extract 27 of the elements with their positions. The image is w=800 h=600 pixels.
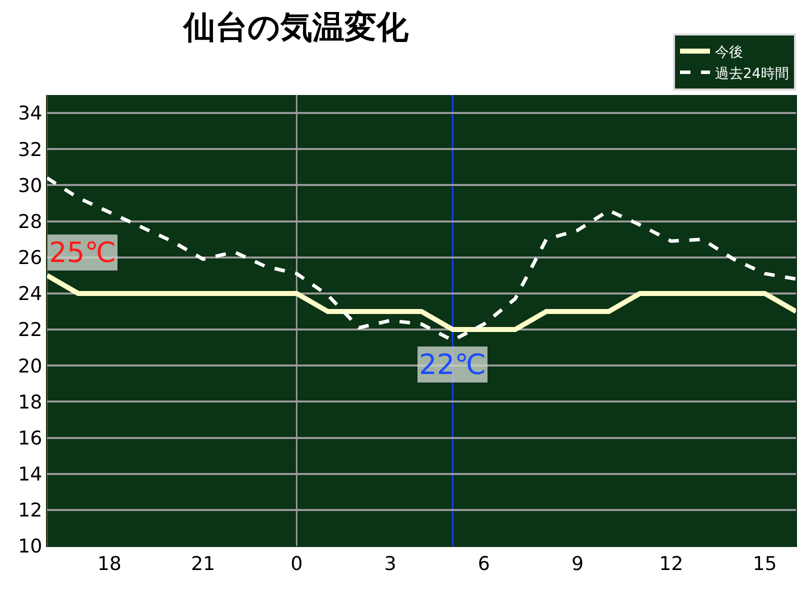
- annotation: 22℃: [419, 348, 486, 381]
- legend-label: 過去24時間: [715, 66, 789, 82]
- y-tick-label: 10: [18, 536, 42, 558]
- y-tick-label: 20: [18, 355, 42, 378]
- x-tick-label: 18: [97, 552, 122, 575]
- x-tick-label: 21: [190, 552, 216, 575]
- line-series: [47, 176, 796, 342]
- x-tick-label: 12: [659, 552, 684, 575]
- x-tick-label: 15: [752, 552, 777, 575]
- annotation: 25℃: [49, 236, 116, 269]
- y-tick-label: 16: [18, 427, 42, 450]
- y-tick-label: 14: [18, 463, 42, 486]
- chart-title: 仙台の気温変化: [182, 8, 410, 46]
- y-tick-label: 30: [18, 174, 42, 197]
- y-tick-label: 26: [18, 247, 42, 270]
- x-tick-label: 9: [571, 552, 584, 575]
- y-tick-label: 28: [18, 210, 42, 233]
- x-tick-label: 6: [478, 552, 490, 575]
- y-tick-label: 12: [18, 500, 42, 522]
- y-tick-label: 22: [18, 319, 42, 342]
- y-tick-label: 32: [18, 138, 42, 161]
- y-tick-label: 34: [18, 102, 42, 125]
- y-tick-label: 24: [18, 283, 42, 306]
- x-tick-label: 3: [384, 552, 396, 575]
- legend-label: 今後: [715, 44, 743, 61]
- y-tick-label: 18: [18, 391, 42, 414]
- x-tick-label: 0: [290, 552, 303, 575]
